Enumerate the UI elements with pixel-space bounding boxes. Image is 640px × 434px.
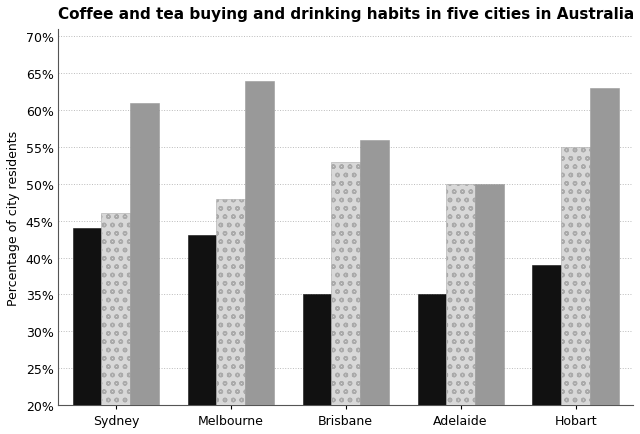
Bar <box>590 89 619 405</box>
Bar <box>303 295 332 405</box>
Bar <box>446 184 475 405</box>
Bar <box>417 295 446 405</box>
Bar <box>245 82 274 405</box>
Bar <box>532 265 561 405</box>
Title: Coffee and tea buying and drinking habits in five cities in Australia: Coffee and tea buying and drinking habit… <box>58 7 634 22</box>
Bar <box>73 229 102 405</box>
Bar <box>360 140 389 405</box>
Y-axis label: Percentage of city residents: Percentage of city residents <box>7 130 20 305</box>
Bar <box>561 148 590 405</box>
Bar <box>216 199 245 405</box>
Bar <box>188 236 216 405</box>
Bar <box>102 214 130 405</box>
Bar <box>332 162 360 405</box>
Bar <box>130 104 159 405</box>
Bar <box>475 184 504 405</box>
